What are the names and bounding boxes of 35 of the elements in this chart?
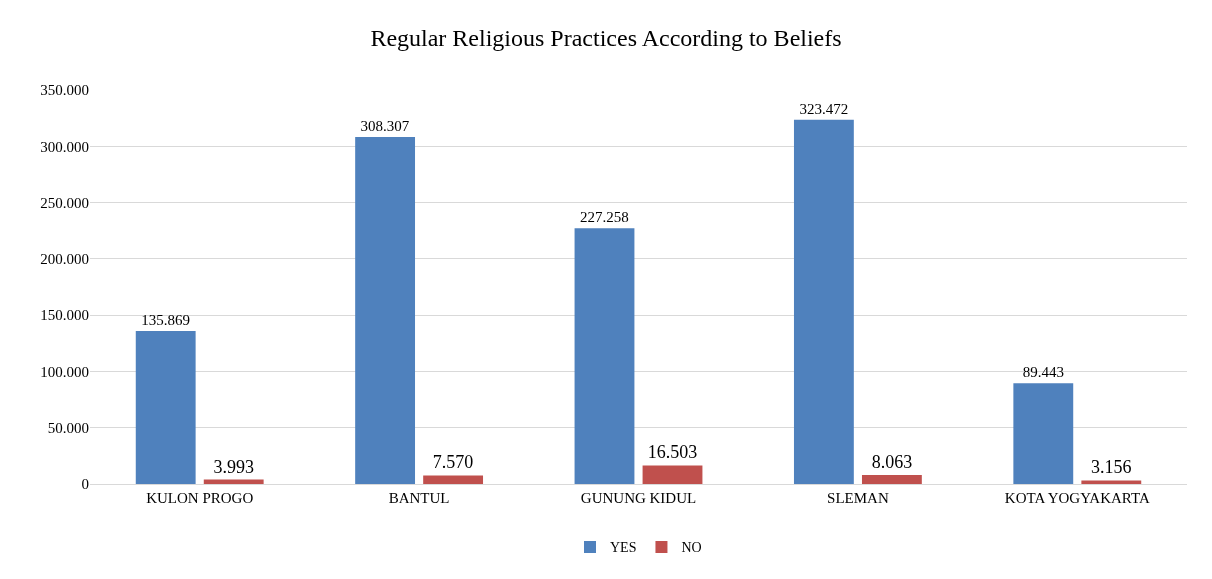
- chart-title: Regular Religious Practices According to Beliefs: [370, 24, 842, 51]
- data-label: 227.258: [580, 209, 629, 226]
- x-tick-label: GUNUNG KIDUL: [580, 490, 697, 506]
- x-tick-label: SLEMAN: [827, 490, 889, 506]
- x-tick-label: KULON PROGO: [146, 490, 254, 506]
- legend-label: YES: [610, 540, 637, 556]
- bar: [1081, 480, 1142, 484]
- bar: [135, 331, 196, 484]
- bar: [642, 465, 703, 484]
- bar: [355, 136, 416, 484]
- data-label: 308.307: [360, 117, 410, 134]
- bar: [423, 475, 484, 484]
- y-tick-label: 150.000: [40, 307, 89, 324]
- legend-label: NO: [681, 540, 702, 556]
- y-tick-label: 300.000: [40, 138, 89, 155]
- bar: [861, 474, 922, 484]
- bar: [793, 119, 854, 484]
- y-tick-label: 100.000: [40, 363, 89, 380]
- data-label: 135.869: [141, 312, 191, 329]
- data-label: 3.993: [213, 456, 254, 477]
- data-label: 89.443: [1022, 364, 1064, 381]
- y-tick-label: 0: [81, 476, 89, 493]
- data-label: 8.063: [871, 451, 913, 472]
- bar: [574, 228, 635, 484]
- y-tick-label: 350.000: [40, 82, 89, 99]
- data-label: 323.472: [799, 100, 849, 117]
- bar: [1013, 383, 1074, 484]
- data-label: 16.503: [647, 442, 698, 463]
- x-tick-label: KOTA YOGYAKARTA: [1004, 490, 1150, 506]
- data-label: 7.570: [432, 452, 474, 473]
- data-label: 3.156: [1091, 457, 1132, 478]
- y-tick-label: 250.000: [40, 194, 89, 211]
- y-tick-label: 50.000: [47, 419, 89, 436]
- y-tick-label: 200.000: [40, 251, 89, 268]
- x-tick-label: BANTUL: [388, 490, 450, 506]
